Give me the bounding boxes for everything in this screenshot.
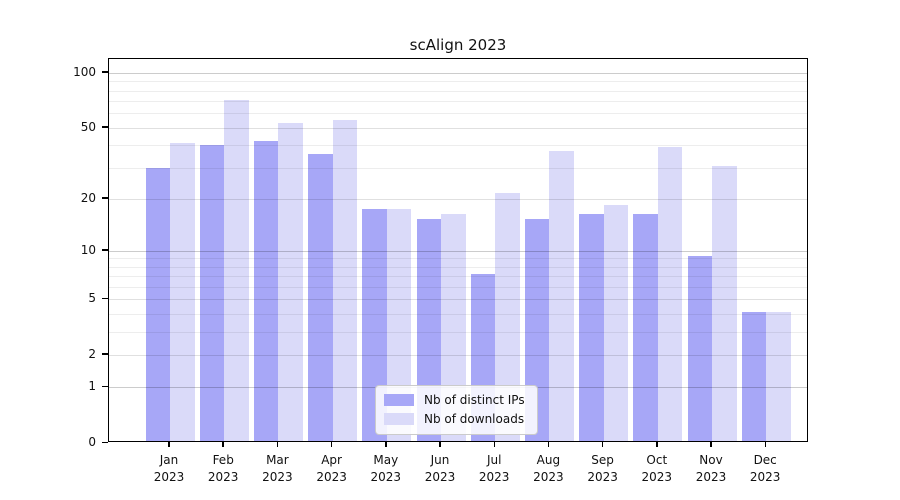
x-tick-mark-aug (547, 442, 550, 447)
x-tick-label-feb: Feb 2023 (191, 452, 255, 486)
bar-sep-distinct-ips (579, 213, 604, 441)
x-tick-mark-mar (276, 442, 279, 447)
gridline-y-50 (109, 127, 807, 129)
x-tick-label-year: 2023 (424, 470, 456, 484)
bar-dec-distinct-ips (741, 311, 767, 441)
x-tick-label-sep: Sep 2023 (571, 452, 635, 486)
y-tick-label-10: 10 (80, 242, 96, 257)
x-tick-mark-jan (168, 442, 170, 447)
y-tick-label-20: 20 (80, 190, 96, 205)
x-tick-mark-dec (764, 442, 766, 447)
bar-feb-distinct-ips (199, 145, 225, 441)
y-tick-mark-0 (102, 441, 108, 443)
y-tick-mark-2 (102, 353, 108, 355)
x-tick-label-month: Jan (159, 453, 179, 467)
gridline-y-80 (109, 90, 807, 92)
x-tick-label-nov: Nov 2023 (679, 452, 743, 486)
x-tick-label-jan: Jan 2023 (137, 452, 201, 486)
x-tick-label-year: 2023 (695, 470, 727, 484)
legend-patch-distinct-ips (384, 394, 414, 406)
y-tick-label-1: 1 (88, 379, 96, 394)
bar-jan-distinct-ips (145, 168, 170, 441)
y-tick-label-50: 50 (80, 119, 96, 134)
y-tick-mark-50 (102, 126, 108, 128)
bar-sep-downloads (603, 204, 629, 441)
x-tick-label-year: 2023 (478, 470, 510, 484)
x-tick-label-month: Sep (591, 453, 614, 467)
x-tick-label-aug: Aug 2023 (516, 452, 580, 486)
y-tick-label-100: 100 (73, 64, 96, 79)
bar-oct-downloads (657, 147, 683, 441)
x-tick-label-year: 2023 (533, 470, 564, 484)
bar-nov-distinct-ips (687, 256, 712, 441)
y-tick-label-2: 2 (88, 346, 96, 361)
y-tick-label-5: 5 (88, 291, 96, 306)
x-tick-label-month: Jul (486, 453, 502, 467)
x-tick-label-dec: Dec 2023 (733, 452, 797, 486)
x-tick-mark-feb (222, 442, 224, 447)
bar-apr-downloads (332, 119, 358, 441)
bar-mar-downloads (278, 122, 303, 441)
x-tick-label-month: Aug (536, 453, 561, 467)
x-tick-label-year: 2023 (207, 470, 239, 484)
x-tick-label-month: Dec (753, 453, 777, 467)
gridline-y-90 (109, 81, 807, 83)
x-tick-label-may: May 2023 (354, 452, 418, 486)
bar-feb-downloads (224, 100, 249, 441)
legend-patch-downloads (384, 413, 414, 425)
x-tick-label-month: Jun (430, 453, 450, 467)
x-tick-mark-may (385, 442, 387, 447)
x-tick-label-month: Oct (646, 453, 668, 467)
x-tick-label-month: Mar (266, 453, 289, 467)
y-tick-mark-20 (102, 197, 108, 199)
bar-dec-downloads (766, 311, 791, 441)
x-tick-label-year: 2023 (587, 470, 618, 484)
x-tick-mark-nov (710, 442, 712, 447)
x-tick-label-year: 2023 (370, 470, 402, 484)
legend-row-downloads: Nb of downloads (384, 412, 525, 426)
gridline-y-100 (109, 72, 807, 74)
x-tick-label-apr: Apr 2023 (300, 452, 364, 486)
x-tick-mark-jun (439, 442, 441, 447)
x-tick-mark-oct (656, 442, 658, 447)
chart-title: scAlign 2023 (409, 36, 507, 54)
legend: Nb of distinct IPs Nb of downloads (375, 385, 538, 435)
y-tick-mark-10 (102, 249, 108, 251)
bar-nov-downloads (712, 165, 737, 441)
x-tick-label-jun: Jun 2023 (408, 452, 472, 486)
y-tick-mark-5 (102, 297, 108, 300)
x-tick-label-year: 2023 (262, 470, 293, 484)
y-tick-label-0: 0 (88, 435, 96, 449)
x-tick-label-year: 2023 (749, 470, 781, 484)
x-tick-label-month: Feb (212, 453, 234, 467)
y-tick-mark-1 (102, 385, 108, 388)
gridline-y-70 (109, 101, 807, 103)
x-tick-label-month: May (373, 453, 399, 467)
bar-apr-distinct-ips (308, 153, 333, 441)
x-tick-label-year: 2023 (153, 470, 185, 484)
plot-area: Nb of distinct IPs Nb of downloads (108, 58, 808, 442)
x-tick-label-jul: Jul 2023 (462, 452, 526, 486)
gridline-y-60 (109, 113, 807, 115)
legend-label-downloads: Nb of downloads (424, 412, 525, 426)
x-tick-label-year: 2023 (316, 470, 347, 484)
legend-row-distinct-ips: Nb of distinct IPs (384, 393, 525, 407)
bar-oct-distinct-ips (633, 213, 658, 441)
x-tick-mark-sep (601, 442, 604, 447)
bar-jan-downloads (170, 143, 195, 441)
x-tick-mark-apr (330, 442, 333, 447)
x-tick-label-mar: Mar 2023 (245, 452, 309, 486)
bar-mar-distinct-ips (253, 141, 279, 441)
x-tick-label-month: Apr (321, 453, 342, 467)
legend-label-distinct-ips: Nb of distinct IPs (424, 393, 525, 407)
x-tick-label-oct: Oct 2023 (625, 452, 689, 486)
y-tick-mark-100 (102, 71, 108, 73)
x-tick-label-year: 2023 (641, 470, 673, 484)
bar-aug-downloads (549, 151, 574, 441)
x-tick-mark-jul (493, 442, 495, 447)
x-tick-label-month: Nov (699, 453, 723, 467)
